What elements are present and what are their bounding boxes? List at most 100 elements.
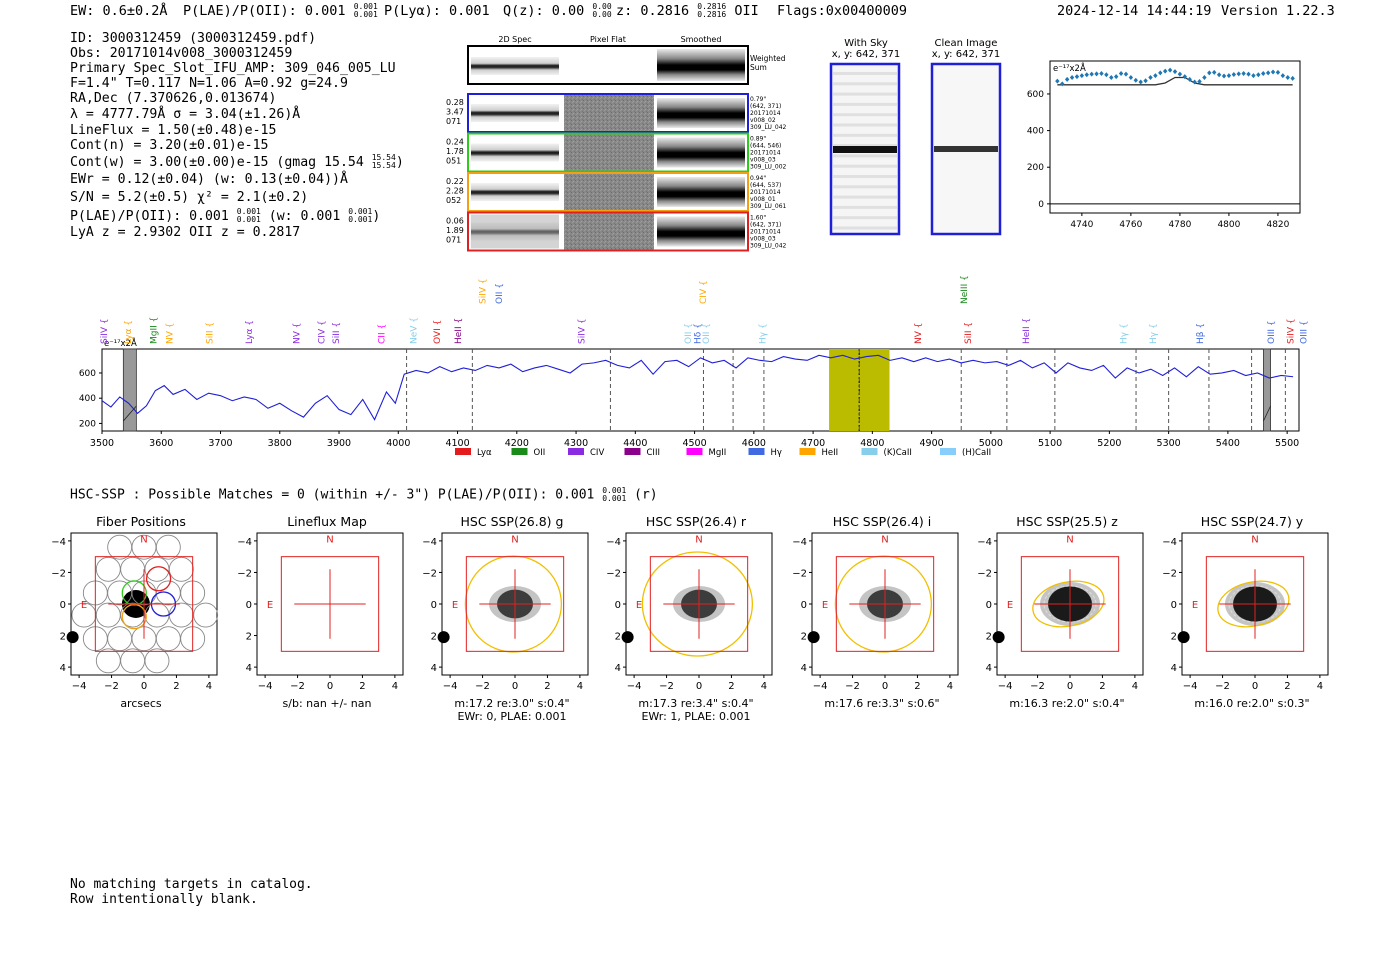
spec2d-row-right-label: v008_01 xyxy=(750,196,776,203)
zoom-data-point xyxy=(1202,74,1207,80)
zoom-data-point xyxy=(1207,70,1212,76)
cutout-ytick-label: −2 xyxy=(1162,568,1177,579)
spec2d-row-left-label: 0.22 xyxy=(446,177,464,186)
cutout-xtick-label: 0 xyxy=(141,681,147,690)
spec2d-row-flat xyxy=(564,213,654,250)
cutout-xtick-label: 0 xyxy=(1252,681,1258,690)
spectrum-legend-item: CIII xyxy=(624,448,660,458)
footer-line2: Row intentionally blank. xyxy=(70,892,258,907)
cutout-xtick-label: 2 xyxy=(173,681,179,690)
cutout-east-label: E xyxy=(267,600,273,611)
spec2d-row-right-label: 0.94" xyxy=(750,175,766,182)
info-lyaz: LyA z = 2.9302 OII z = 0.2817 xyxy=(70,225,301,240)
cutout-north-label: N xyxy=(326,534,333,545)
spectrum-mask-hatch xyxy=(1263,405,1271,422)
spec2d-row-left-label: 0.24 xyxy=(446,138,464,147)
sky-images xyxy=(829,62,1002,236)
spectrum-line-label: SiIV { xyxy=(577,318,587,344)
info-sn: S/N = 5.2(±0.5) χ² = 2.1(±0.2) xyxy=(70,190,309,205)
zoom-data-point xyxy=(1104,72,1109,78)
cutout-neighbor-source xyxy=(807,631,820,644)
sky-stripe xyxy=(833,72,897,75)
info-lambda: λ = 4777.79Å σ = 3.04(±1.26)Å xyxy=(70,107,301,122)
info-contw-bounds: 15.54 15.54 xyxy=(372,154,396,170)
cutout-ytick-label: −4 xyxy=(422,537,437,548)
cutout-ytick-label: 0 xyxy=(801,600,807,611)
spectrum-legend-item: HeII xyxy=(799,448,838,458)
spec2d-row-right-label: (642, 371) xyxy=(750,222,781,229)
spectrum-legend-label: Lyα xyxy=(477,448,492,458)
cutout-title: HSC SSP(25.5) z xyxy=(1016,514,1118,529)
cutout-fiber xyxy=(155,534,181,560)
cutout-neighbor-source xyxy=(66,631,79,644)
info-plae-text: P(LAE)/P(OII): 0.001 xyxy=(70,209,229,224)
cutout-panel: N E −4 −4 −2 −2 0 0 2 2 4 4 xyxy=(51,532,219,690)
cutout-caption-line2: EWr: 1, PLAE: 0.001 xyxy=(641,710,751,723)
cutout-xtick-label: 4 xyxy=(577,681,583,690)
spectrum-xtick-label: 3600 xyxy=(149,438,173,449)
spectrum-line-label: Hγ { xyxy=(759,323,769,344)
header-z-tag: OII xyxy=(734,3,759,19)
cutout-panel: N E −4 −4 −2 −2 0 0 2 2 4 4 xyxy=(422,532,589,690)
cutout-title: Lineflux Map xyxy=(287,514,367,529)
sky-clean-coords: x, y: 642, 371 xyxy=(931,49,1001,60)
zoom-data-point xyxy=(1138,79,1143,85)
sky-stripe xyxy=(833,113,897,117)
zoom-data-point xyxy=(1064,76,1070,82)
cutout-caption-line1: m:17.2 re:3.0" s:0.4" xyxy=(454,697,570,710)
header-plae-bounds: 0.001 0.001 xyxy=(354,3,378,19)
cutout-neighbor-source xyxy=(621,631,634,644)
spectrum-legend-swatch xyxy=(861,448,878,455)
spectrum-line-label: SiIV { xyxy=(478,278,488,304)
spectrum-xtick-label: 4400 xyxy=(623,438,647,449)
spectrum-legend-label: OII xyxy=(534,448,546,458)
spec2d-header-flat: Pixel Flat xyxy=(590,35,626,44)
cutout-red-box xyxy=(835,556,935,652)
spectrum-legend-item: Hγ xyxy=(748,448,782,458)
info-contn: Cont(n) = 3.20(±0.01)e-15 xyxy=(70,138,269,153)
cutout-xtick-label: −4 xyxy=(443,681,458,690)
hsc-header-bounds: 0.001 0.001 xyxy=(602,487,626,503)
cutout-xtick-label: −4 xyxy=(72,681,87,690)
cutout-caption: s/b: nan +/- nan xyxy=(242,697,412,710)
cutout-north-label: N xyxy=(140,534,147,545)
spec2d-row-left-label: 3.47 xyxy=(446,108,464,117)
cutout-caption: m:17.3 re:3.4" s:0.4" EWr: 1, PLAE: 0.001 xyxy=(611,697,781,723)
spec2d-row-smoothed xyxy=(657,216,745,247)
spectrum-legend-label: CIV xyxy=(590,448,604,458)
spectrum-ytick-label: 600 xyxy=(79,369,96,379)
spectrum-masked-region xyxy=(1263,348,1271,432)
cutout-xtick-label: 0 xyxy=(327,681,333,690)
sky-stripe xyxy=(833,154,897,158)
cutout-east-label: E xyxy=(822,600,828,611)
cutout-xtick-label: −4 xyxy=(258,681,273,690)
sky-stripe xyxy=(833,175,897,178)
spec2d-header-2d: 2D Spec xyxy=(498,35,531,44)
cutout-north-label: N xyxy=(695,534,702,545)
zoom-xtick-label: 4780 xyxy=(1168,220,1191,230)
spec2d-row-raw xyxy=(471,104,559,122)
spectrum-xtick-label: 4700 xyxy=(801,438,825,449)
cutout-caption: arcsecs xyxy=(56,697,226,710)
spec2d-row-raw xyxy=(471,183,559,201)
spec2d-row-left-label: 051 xyxy=(446,157,461,166)
cutout-xtick-label: 2 xyxy=(1284,681,1290,690)
cutout-fiber-highlight xyxy=(145,566,172,592)
cutout-xtick-label: −2 xyxy=(475,681,490,690)
info-contw-text: Cont(w) = 3.00(±0.00)e-15 (gmag 15.54 xyxy=(70,155,364,170)
spec2d-row-raw xyxy=(471,143,559,162)
spectrum-legend-swatch xyxy=(511,448,528,455)
cutout-xtick-label: 4 xyxy=(761,681,767,690)
spec2d-row-left-label: 052 xyxy=(446,196,461,205)
cutout-aperture-ellipse xyxy=(1217,580,1290,628)
header-qz-bounds: 0.00 0.00 xyxy=(592,3,611,19)
cutout-red-box xyxy=(649,556,749,652)
spectrum-legend-swatch xyxy=(940,448,956,455)
zoom-fit-line xyxy=(1057,76,1293,86)
spec2d-row-right-label: 20171014 xyxy=(750,229,781,236)
cutout-xtick-label: 0 xyxy=(1067,681,1073,690)
cutout-ytick-label: 4 xyxy=(615,663,621,674)
zoom-data-point xyxy=(1241,70,1246,76)
hsc-header-text: HSC-SSP : Possible Matches = 0 (within +… xyxy=(70,487,595,503)
